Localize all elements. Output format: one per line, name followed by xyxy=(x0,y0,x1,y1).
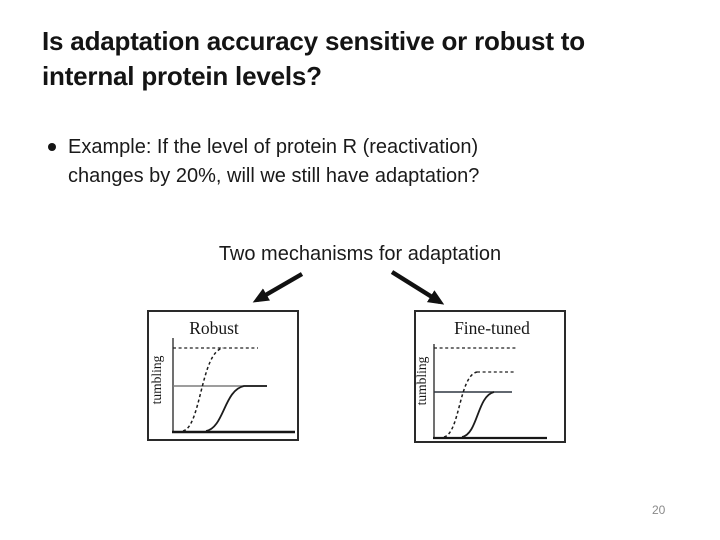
robust-y-axis-label: tumbling xyxy=(149,355,164,404)
robust-panel: Robust tumbling xyxy=(147,310,299,441)
fine-tuned-chart: Fine-tuned tumbling xyxy=(416,318,547,440)
slide-title: Is adaptation accuracy sensitive or robu… xyxy=(42,26,585,91)
mechanisms-heading: Two mechanisms for adaptation xyxy=(218,243,502,265)
fine-tuned-y-axis-label: tumbling xyxy=(416,356,429,405)
fine-tuned-panel-title: Fine-tuned xyxy=(454,318,530,338)
arrow-left-icon xyxy=(252,272,304,303)
mechanism-arrows xyxy=(252,270,445,305)
robust-chart: Robust tumbling xyxy=(149,318,295,434)
page-number: 20 xyxy=(652,503,666,517)
fine-tuned-dashed-sigmoid-curve xyxy=(443,371,478,438)
arrow-right-icon xyxy=(390,270,445,305)
robust-panel-title: Robust xyxy=(189,318,239,338)
bullet-item: Example: If the level of protein R (reac… xyxy=(46,133,656,191)
robust-solid-sigmoid-curve xyxy=(205,385,267,432)
bullet-dot xyxy=(48,143,56,151)
fine-tuned-solid-sigmoid-curve xyxy=(461,391,495,438)
fine-tuned-panel: Fine-tuned tumbling xyxy=(414,310,566,443)
robust-dashed-sigmoid-curve xyxy=(182,347,224,432)
bullet-text: Example: If the level of protein R (reac… xyxy=(68,136,480,187)
